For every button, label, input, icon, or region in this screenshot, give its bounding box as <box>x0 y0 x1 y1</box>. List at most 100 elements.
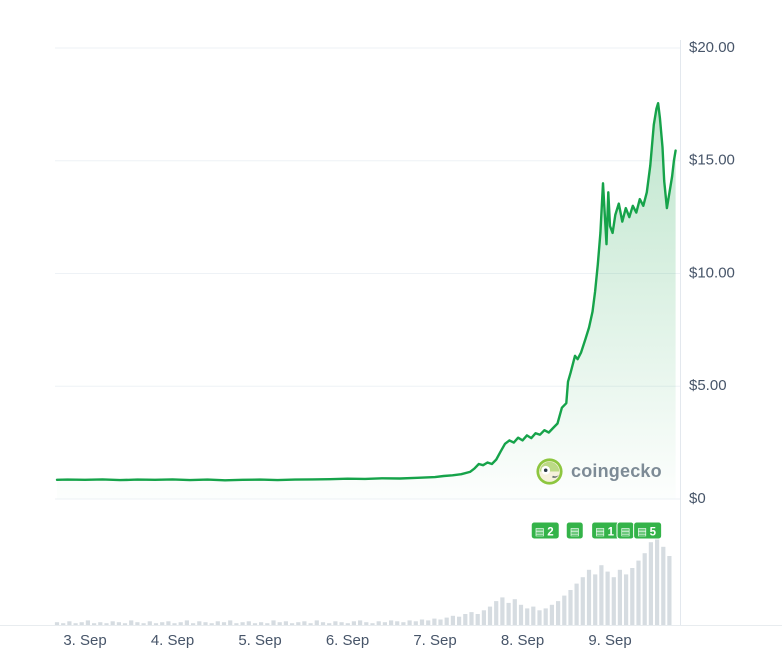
x-tick-label: 6. Sep <box>326 632 369 649</box>
volume-bar <box>636 560 641 625</box>
volume-bar <box>358 620 363 625</box>
volume-bar <box>271 620 276 625</box>
news-flag[interactable]: ▤ 1 <box>591 521 621 540</box>
volume-bar <box>85 620 90 625</box>
news-flag-badge[interactable] <box>633 521 663 540</box>
volume-bar <box>166 621 171 625</box>
volume-bar <box>661 546 666 625</box>
news-flag[interactable]: ▤ <box>565 521 584 540</box>
volume-bar <box>655 533 660 625</box>
volume-bar <box>345 623 350 625</box>
volume-bar <box>265 623 270 625</box>
volume-bar <box>135 622 140 625</box>
volume-bar <box>593 574 598 625</box>
news-icon: ▤ <box>570 526 580 538</box>
volume-bar <box>463 614 468 625</box>
news-flag-badge[interactable] <box>565 521 584 540</box>
volume-bar <box>296 622 301 625</box>
volume-bar <box>413 621 418 625</box>
volume-bar <box>599 565 604 625</box>
volume-bar <box>469 612 474 625</box>
x-tick-label: 3. Sep <box>63 632 106 649</box>
volume-bar <box>624 574 629 625</box>
volume-bar <box>537 610 542 625</box>
volume-bar <box>339 622 344 625</box>
volume-bar <box>308 623 313 625</box>
x-tick-label: 8. Sep <box>501 632 544 649</box>
volume-bar <box>234 623 239 625</box>
volume-bar <box>494 601 499 625</box>
volume-bar <box>630 568 635 625</box>
news-icon: ▤ <box>621 526 631 538</box>
volume-bar <box>252 623 258 625</box>
volume-bar <box>215 621 220 625</box>
volume-bar <box>184 620 189 625</box>
x-axis-labels: 3. Sep 4. Sep 5. Sep 6. Sep 7. Sep 8. Sep 9. S… <box>63 632 631 649</box>
y-tick-label: $10.00 <box>689 264 735 281</box>
volume-bar <box>525 608 530 625</box>
volume-bar <box>580 577 585 625</box>
news-flag-count: 2 <box>547 527 553 539</box>
volume-bar <box>605 571 610 625</box>
news-icon: ▤ <box>535 526 545 538</box>
volume-bar <box>320 622 326 625</box>
volume-bar <box>172 623 177 625</box>
volume-bar <box>191 623 196 625</box>
volume-bar <box>364 622 369 625</box>
volume-bar <box>110 621 115 625</box>
news-icon: ▤ <box>595 526 605 538</box>
volume-bar <box>73 623 78 625</box>
volume-bar <box>648 542 653 625</box>
volume-bar <box>500 597 505 625</box>
volume-bar <box>203 622 208 625</box>
y-tick-label: $5.00 <box>689 377 727 394</box>
volume-bar <box>228 620 233 625</box>
news-flag-count: 1 <box>608 527 615 539</box>
volume-bar <box>531 606 536 625</box>
news-flags: ▤ 2 ▤ ▤ 1 ▤ ▤ 5 <box>530 521 663 540</box>
volume-bar <box>67 621 72 625</box>
volume-bar <box>568 590 573 625</box>
news-flag[interactable]: ▤ 5 <box>633 521 663 540</box>
volume-bar <box>221 622 227 625</box>
x-tick-label: 9. Sep <box>588 632 631 649</box>
x-tick-label: 7. Sep <box>413 632 456 649</box>
volume-bar <box>246 621 251 625</box>
x-tick-label: 5. Sep <box>238 632 281 649</box>
volume-bar <box>259 622 264 625</box>
volume-bar <box>389 620 394 625</box>
volume-bar <box>556 601 561 625</box>
volume-bar <box>481 610 486 625</box>
volume-bar <box>395 621 400 625</box>
volume-bar <box>240 622 245 625</box>
y-axis-labels: $20.00 $15.00 $10.00 $5.00 $0 <box>689 39 735 507</box>
volume-bar <box>116 622 121 625</box>
volume-bar <box>160 622 165 625</box>
news-flag-count: 5 <box>650 527 657 539</box>
news-flag-badge[interactable] <box>530 521 560 540</box>
volume-bar <box>450 615 455 625</box>
volume-bar <box>457 616 462 625</box>
volume-bar <box>407 620 412 625</box>
volume-bar <box>432 618 437 625</box>
volume-bar <box>153 623 159 625</box>
news-flag[interactable]: ▤ 2 <box>530 521 560 540</box>
volume-bar <box>401 622 406 625</box>
volume-bar <box>209 623 214 625</box>
news-icon: ▤ <box>637 526 647 538</box>
volume-bar <box>98 622 103 625</box>
volume-bar <box>277 622 282 625</box>
volume-bar <box>512 599 517 625</box>
volume-bar <box>54 622 60 625</box>
volume-bar <box>574 583 579 625</box>
news-flag[interactable]: ▤ <box>616 521 635 540</box>
volume-bar <box>562 595 567 625</box>
volume-bar <box>141 623 146 625</box>
volume-bar <box>444 617 449 625</box>
volume-bar <box>506 602 511 625</box>
x-tick-label: 4. Sep <box>151 632 194 649</box>
volume-bar <box>549 604 554 625</box>
volume-bar <box>438 619 443 625</box>
